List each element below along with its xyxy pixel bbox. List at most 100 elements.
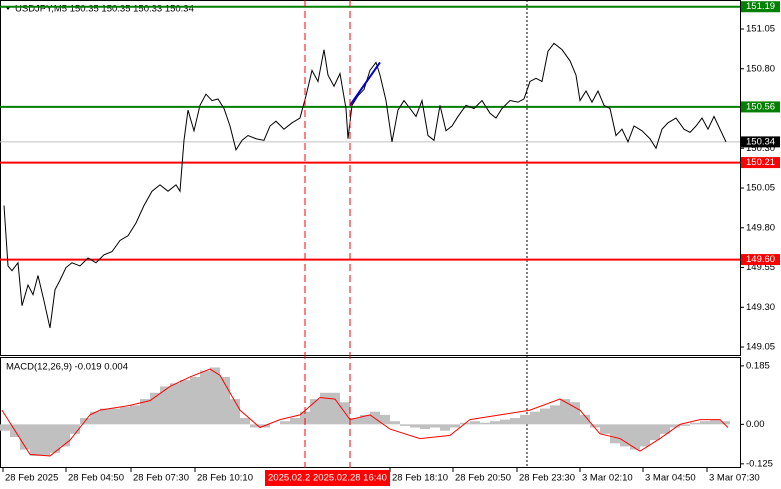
macd-title: MACD(12,26,9) -0.019 0.004 [6, 362, 128, 373]
histogram-bar [620, 424, 630, 447]
histogram-bar [360, 414, 370, 425]
histogram-bar [110, 408, 120, 425]
histogram-bar [290, 418, 300, 425]
y-tick-label: 0.00 [746, 419, 765, 430]
histogram-bar [30, 424, 40, 456]
y-tick-label: 150.30 [746, 143, 775, 154]
histogram-bar [710, 419, 720, 425]
histogram-bar [140, 399, 150, 425]
histogram-bar [680, 424, 690, 426]
histogram-bar [350, 418, 360, 425]
main-panel-frame [0, 0, 741, 356]
histogram-bar [510, 418, 520, 425]
histogram-bar [390, 421, 400, 425]
level-label: 150.21 [746, 157, 775, 168]
y-tick-label: 149.30 [746, 302, 775, 313]
y-tick-label: 151.05 [746, 24, 775, 35]
histogram-bar [400, 424, 410, 426]
histogram-bar [170, 383, 180, 425]
histogram-bar [150, 392, 160, 425]
histogram-bar [650, 424, 660, 441]
histogram-bar [100, 408, 110, 425]
chart-title: USDJPY,M5 150.35 150.35 150.33 150.34 [15, 4, 194, 15]
histogram-bar [450, 424, 460, 428]
histogram-bar [590, 424, 600, 428]
histogram-bar [160, 386, 170, 425]
macd-panel-frame [0, 357, 741, 468]
histogram-bar [420, 424, 430, 430]
histogram-bar [440, 424, 450, 431]
histogram-bar [70, 424, 80, 434]
y-tick-label: 149.55 [746, 262, 775, 273]
histogram-bar [50, 424, 60, 453]
histogram-bar [280, 421, 290, 425]
histogram-bar [320, 392, 330, 425]
histogram-bar [540, 408, 550, 425]
histogram-bar [330, 392, 340, 425]
level-label-box [741, 1, 780, 13]
histogram-bar [580, 414, 590, 425]
marker-label-box [310, 470, 390, 486]
histogram-bar [120, 406, 130, 425]
histogram-bar [250, 424, 260, 428]
histogram-bar [520, 414, 530, 425]
histogram-bar [310, 399, 320, 425]
signal-line [1, 368, 729, 457]
x-tick-label: 3 Mar 07:30 [709, 473, 760, 484]
x-tick-label: 28 Feb 04:50 [68, 473, 124, 484]
histogram-bar [470, 421, 480, 425]
histogram-bar [180, 380, 190, 425]
histogram-bar [40, 424, 50, 456]
histogram-bar [220, 376, 230, 425]
level-label-box [741, 157, 780, 169]
level-label: 150.56 [746, 101, 775, 112]
histogram-bar [570, 402, 580, 425]
histogram-bar [90, 411, 100, 425]
level-label: 149.60 [746, 254, 775, 265]
x-tick-label: 3 Mar 02:10 [582, 473, 633, 484]
y-tick-label: -0.125 [746, 458, 773, 469]
histogram-bar [490, 421, 500, 425]
level-label: 150.34 [746, 136, 775, 147]
histogram-bar [60, 424, 70, 447]
histogram-bar [720, 421, 730, 425]
x-tick-label: 28 Feb 20:50 [455, 473, 511, 484]
level-label-box [741, 136, 780, 148]
histogram-bar [200, 370, 210, 425]
histogram-bar [20, 424, 30, 450]
marker-label: 2025.02.28 16:40 [313, 473, 387, 484]
histogram-bar [410, 424, 420, 428]
x-tick-label: 3 Mar 04:50 [645, 473, 696, 484]
histogram-bar [610, 424, 620, 444]
y-tick-label: 149.80 [746, 222, 775, 233]
histogram-bar [240, 418, 250, 425]
histogram-bar [0, 424, 10, 431]
histogram-bar [230, 399, 240, 425]
y-tick-label: 150.05 [746, 183, 775, 194]
histogram-bar [700, 421, 710, 425]
x-tick-label: 28 Feb 10:10 [197, 473, 253, 484]
level-label-box [741, 254, 780, 266]
x-tick-label: 28 Feb 2025 [5, 473, 58, 484]
histogram-bar [530, 411, 540, 425]
x-tick-label: 28 Feb 23:30 [519, 473, 575, 484]
histogram-bar [210, 367, 220, 425]
level-label: 151.19 [746, 1, 775, 12]
histogram-bar [560, 399, 570, 425]
histogram-bar [670, 424, 680, 428]
y-tick-label: 150.80 [746, 63, 775, 74]
histogram-bar [690, 422, 700, 425]
histogram-bar [600, 424, 610, 434]
histogram-bar [430, 424, 440, 428]
histogram-bar [190, 376, 200, 425]
histogram-bar [660, 424, 670, 434]
x-tick-label: 28 Feb 18:10 [392, 473, 448, 484]
histogram-bar [550, 405, 560, 425]
y-tick-label: 149.05 [746, 342, 775, 353]
histogram-bar [130, 405, 140, 425]
histogram-bar [640, 424, 650, 447]
histogram-bar [480, 422, 490, 425]
histogram-bar [380, 414, 390, 425]
